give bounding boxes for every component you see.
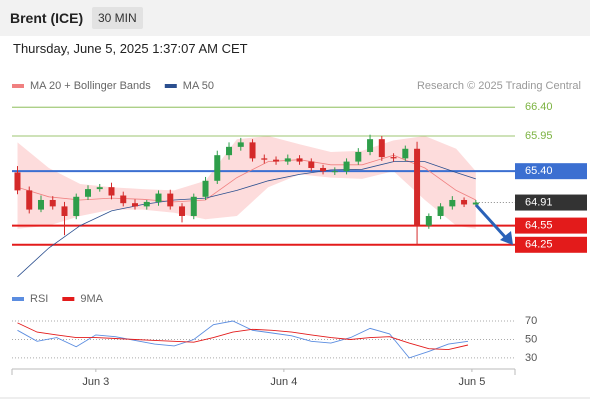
candle-body [120, 195, 127, 204]
legend-swatch [164, 84, 177, 88]
level-label: 64.91 [525, 196, 553, 208]
forecast-arrow [474, 203, 508, 240]
candle-body [284, 158, 291, 162]
indicator-line [17, 322, 469, 351]
candle-body [61, 206, 68, 216]
candle-body [155, 193, 162, 202]
level-label: 64.55 [525, 219, 553, 231]
legend-swatch [62, 297, 75, 301]
y-tick-label: 50 [525, 333, 537, 345]
candle-body [14, 172, 21, 191]
level-box [515, 194, 587, 211]
level-label: 64.25 [525, 239, 553, 251]
candle-body [261, 158, 268, 160]
legend-swatch [12, 297, 24, 301]
legend-label: 9MA [80, 293, 103, 305]
candle-body [390, 157, 397, 159]
candle-body [132, 203, 139, 207]
x-tick-label: Jun 5 [458, 376, 485, 388]
candle-body [26, 190, 33, 210]
legend-label: MA 50 [183, 80, 214, 92]
legend-label: RSI [30, 293, 48, 305]
candle-body [214, 155, 221, 181]
candle-body [425, 215, 432, 226]
candle-body [143, 201, 150, 207]
candle-body [414, 148, 421, 226]
header: Brent (ICE) 30 MIN [0, 0, 590, 36]
candle-body [167, 193, 174, 207]
candle-body [37, 199, 44, 210]
level-box [515, 236, 587, 253]
candle-body [226, 146, 233, 156]
candle-body [190, 196, 197, 216]
candle-body [378, 139, 385, 158]
candle-body [249, 142, 256, 159]
candle-body [108, 187, 115, 196]
instrument-title: Brent (ICE) [10, 10, 84, 26]
candle-body [49, 199, 56, 207]
x-tick-label: Jun 4 [270, 376, 297, 388]
level-label: 65.40 [525, 165, 553, 177]
candle-body [73, 196, 80, 216]
candle-body [437, 206, 444, 216]
candle-body [472, 202, 479, 205]
candle-body [355, 151, 362, 162]
candle-body [461, 199, 468, 205]
level-label: 65.95 [525, 130, 553, 142]
candle-body [273, 159, 280, 162]
credit: Research © 2025 Trading Central [417, 80, 581, 92]
candle-body [320, 167, 327, 172]
timestamp: Thursday, June 5, 2025 1:37:07 AM CET [13, 41, 248, 56]
candle-body [449, 199, 456, 207]
legend-swatch [12, 84, 24, 88]
ma-line [17, 161, 476, 278]
level-box [515, 217, 587, 234]
x-tick-label: Jun 3 [82, 376, 109, 388]
candle-body [202, 180, 209, 197]
candle-body [308, 161, 315, 168]
legend-label: MA 20 + Bollinger Bands [30, 80, 151, 92]
candle-body [179, 206, 186, 216]
forecast-arrowhead [500, 231, 513, 245]
timeframe: 30 MIN [92, 7, 143, 29]
level-label: 66.40 [525, 101, 553, 113]
y-tick-label: 30 [525, 352, 537, 364]
y-tick-label: 70 [525, 315, 537, 327]
candle-body [367, 139, 374, 152]
indicator-line [17, 320, 469, 359]
candle-body [237, 142, 244, 147]
candle-body [96, 187, 103, 190]
candle-body [343, 161, 350, 172]
level-box [515, 163, 587, 180]
candle-body [296, 158, 303, 162]
candle-body [84, 189, 91, 197]
candle-body [402, 148, 409, 159]
candle-body [331, 171, 338, 173]
